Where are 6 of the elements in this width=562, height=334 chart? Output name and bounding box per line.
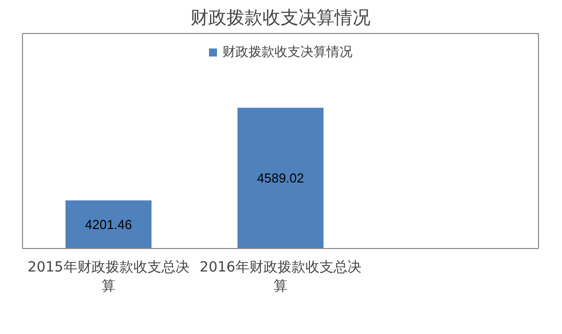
x-tick-label: 2015年财政拨款收支总决算 [28,260,190,295]
x-tick-label: 2016年财政拨款收支总决算 [200,260,362,295]
data-label: 4201.46 [85,216,132,232]
data-label: 4589.02 [257,170,304,186]
chart-title: 财政拨款收支决算情况 [190,8,370,28]
legend-label: 财政拨款收支决算情况 [222,44,352,61]
